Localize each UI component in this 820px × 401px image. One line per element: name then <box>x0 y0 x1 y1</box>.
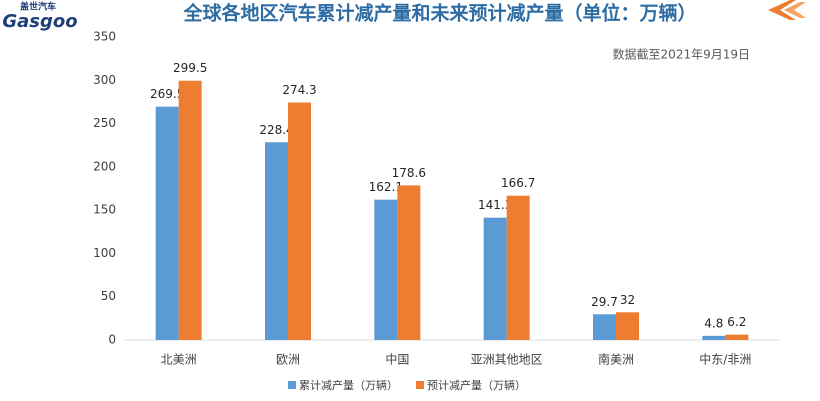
y-tick-label: 0 <box>108 333 116 347</box>
decoration <box>784 2 806 18</box>
bar <box>265 142 288 340</box>
bar <box>483 217 507 340</box>
y-tick-label: 100 <box>93 246 116 260</box>
x-tick-label: 中国 <box>385 352 409 367</box>
legend-swatch <box>416 381 424 389</box>
data-label: 29.7 <box>591 295 618 309</box>
data-label: 274.3 <box>282 83 316 97</box>
bar <box>702 335 726 340</box>
data-label: 269.5 <box>150 87 184 101</box>
chart-title: 全球各地区汽车累计减产量和未来预计减产量（单位：万辆） <box>182 2 696 25</box>
data-label: 141.3 <box>478 198 512 212</box>
legend-label: 预计减产量（万辆） <box>427 378 526 392</box>
data-label: 228.4 <box>259 123 293 137</box>
legend-label: 累计减产量（万辆） <box>299 378 398 392</box>
logo-brand: Gasgoo <box>2 11 77 32</box>
x-tick-label: 北美洲 <box>161 353 197 367</box>
y-tick-label: 350 <box>93 30 116 44</box>
bar <box>155 106 179 340</box>
x-tick-label: 中东/非洲 <box>699 352 751 367</box>
decoration <box>768 0 796 20</box>
y-tick-label: 200 <box>93 159 116 173</box>
data-label: 4.8 <box>704 316 723 330</box>
bar <box>288 102 311 340</box>
x-tick-label: 欧洲 <box>276 353 300 367</box>
data-label: 32 <box>620 293 635 307</box>
bar <box>593 314 616 340</box>
bar <box>397 185 421 340</box>
data-label: 162.1 <box>369 180 403 194</box>
bar <box>374 199 398 340</box>
data-label: 166.7 <box>501 176 535 190</box>
data-label: 178.6 <box>392 166 426 180</box>
logo-name: 盖世汽车 <box>20 1 56 13</box>
annotation: 数据截至2021年9月19日 <box>613 47 750 62</box>
x-tick-label: 南美洲 <box>598 352 634 367</box>
y-tick-label: 150 <box>93 203 116 217</box>
x-tick-label: 亚洲其他地区 <box>471 353 543 367</box>
bar <box>506 195 530 340</box>
y-tick-label: 300 <box>93 73 116 87</box>
bar <box>616 312 639 340</box>
legend-swatch <box>288 381 296 389</box>
y-tick-label: 50 <box>101 289 116 303</box>
bar <box>725 334 749 340</box>
bar <box>178 80 202 341</box>
y-tick-label: 250 <box>93 116 116 130</box>
data-label: 299.5 <box>173 61 207 75</box>
data-label: 6.2 <box>727 315 746 329</box>
